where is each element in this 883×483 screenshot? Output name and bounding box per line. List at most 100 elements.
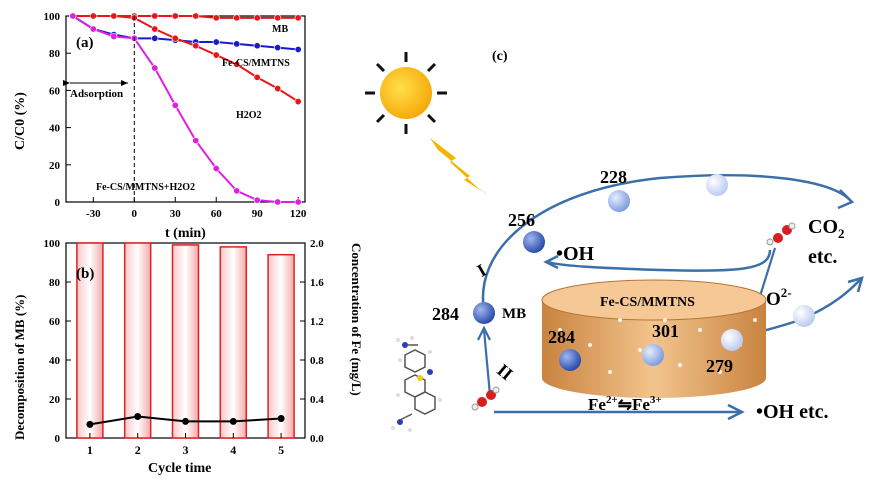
- b-xtick-label: 3: [183, 443, 189, 457]
- a-series-point: [212, 51, 220, 59]
- panel-c-schematic: (c): [365, 49, 864, 432]
- path-ii-label: II: [493, 360, 517, 384]
- a-series-line-3: [72, 15, 299, 203]
- node-256: [523, 231, 545, 253]
- node-label-279: 279: [706, 356, 733, 376]
- y-axis-label-b-left: Decomposition of MB (%): [12, 294, 27, 440]
- node-279: [721, 329, 743, 351]
- path-ii-arrow: [482, 329, 492, 396]
- a-series-point: [192, 42, 200, 50]
- b-bar: [171, 244, 200, 439]
- node-301: [642, 344, 664, 366]
- a-series-point: [253, 73, 261, 81]
- a-series-point: [212, 14, 220, 22]
- a-series-point: [294, 198, 302, 206]
- a-series-point: [294, 14, 302, 22]
- a-ytick-label: 40: [49, 123, 61, 135]
- adsorption-label: Adsorption: [70, 88, 123, 100]
- b-ytick-right-label: 1.6: [310, 277, 324, 289]
- b-bar: [267, 253, 295, 439]
- b-ytick-right-label: 0.4: [310, 394, 324, 406]
- panel-b-bar-chart: 0 20 40 60 80 100 0.0 0.4 0.8 1.2 1.6 2.0 1 2 3 4 5 (b…: [12, 238, 364, 476]
- b-xtick-label: 2: [135, 443, 141, 457]
- a-xtick-label: 30: [170, 208, 182, 220]
- a-series-point: [110, 32, 118, 40]
- reaction-cycle-path: [481, 174, 851, 316]
- a-ytick-label: 60: [49, 85, 61, 97]
- panel-a-label: (a): [76, 35, 94, 51]
- cylinder-label: Fe-CS/MMTNS: [600, 295, 695, 310]
- a-series-point: [192, 12, 200, 20]
- a-series-point: [151, 64, 159, 72]
- b-ytick-right-label: 0.8: [310, 355, 324, 367]
- a-ytick-label: 0: [55, 197, 61, 209]
- b-fe-point: [134, 413, 142, 421]
- b-fe-point: [277, 415, 285, 422]
- a-series-point: [274, 44, 282, 52]
- a-ytick-label: 80: [49, 48, 61, 60]
- a-xtick-label: 0: [132, 208, 138, 220]
- node-label-284-left: 284: [432, 304, 459, 324]
- a-series-point: [233, 187, 241, 195]
- b-ytick-label: 20: [49, 394, 61, 406]
- h2o2-molecule-icon-2: [471, 386, 500, 411]
- oh-return-arrow: [547, 249, 772, 272]
- a-series-point: [171, 101, 179, 109]
- a-xtick-label: 60: [211, 208, 223, 220]
- node-label-301: 301: [652, 321, 679, 341]
- b-xtick-label: 5: [278, 443, 284, 457]
- a-series-point: [233, 14, 241, 22]
- co2-label: CO2 etc.: [808, 216, 845, 268]
- a-series-point: [274, 85, 282, 93]
- b-bar: [123, 242, 152, 439]
- a-series-point: [151, 34, 159, 42]
- node-label-256: 256: [508, 210, 535, 230]
- a-xtick-label: 90: [252, 208, 264, 220]
- node-right: [793, 305, 815, 327]
- panel-b-label: (b): [76, 266, 94, 282]
- node-228: [608, 190, 630, 212]
- a-series-point: [253, 42, 261, 50]
- a-series-point: [212, 165, 220, 173]
- methylene-blue-molecule-icon: [391, 336, 442, 432]
- a-series-point: [294, 45, 302, 53]
- panel-c-label: (c): [492, 49, 508, 64]
- a-series-line-1: [72, 15, 299, 51]
- node-top-right: [706, 174, 728, 196]
- b-ytick-right-label: 0.0: [310, 433, 324, 445]
- b-fe-point: [229, 417, 237, 425]
- a-series-point: [171, 12, 179, 20]
- b-ytick-label: 0: [55, 433, 61, 445]
- fe-redox-label: Fe2+⇋Fe3+: [588, 394, 662, 414]
- x-axis-label-a: t (min): [165, 226, 206, 241]
- b-fe-point: [86, 420, 94, 428]
- a-series-point: [233, 40, 241, 48]
- b-fe-point: [182, 417, 189, 425]
- a-series-point: [151, 25, 159, 33]
- h2o2-molecule-icon: [766, 222, 796, 246]
- series-label-h2o2: H2O2: [236, 110, 262, 121]
- node-label-284-bottom: 284: [548, 327, 575, 347]
- a-xtick-label: -30: [86, 208, 101, 220]
- lightning-icon: [430, 138, 490, 196]
- series-label-fe-cs: Fe-CS/MMTNS: [222, 58, 290, 69]
- x-axis-label-b: Cycle time: [148, 461, 211, 476]
- mb-label: MB: [502, 306, 526, 322]
- a-series-point: [89, 12, 97, 20]
- sun-icon: [365, 52, 447, 134]
- a-series-point: [274, 14, 282, 22]
- o2-label: O2-: [766, 285, 792, 310]
- a-series-point: [212, 38, 220, 46]
- oh-label: •OH: [556, 243, 595, 265]
- b-bar: [219, 246, 248, 439]
- a-series-point: [151, 12, 159, 20]
- svg-text:CO2: CO2: [808, 216, 845, 241]
- b-ytick-label: 60: [49, 316, 61, 328]
- b-ytick-right-label: 2.0: [310, 238, 324, 250]
- a-series-point: [110, 12, 118, 20]
- a-series-point: [69, 12, 77, 20]
- series-label-combined: Fe-CS/MMTNS+H2O2: [96, 182, 195, 193]
- b-xtick-label: 4: [230, 443, 236, 457]
- a-series-point: [89, 25, 97, 33]
